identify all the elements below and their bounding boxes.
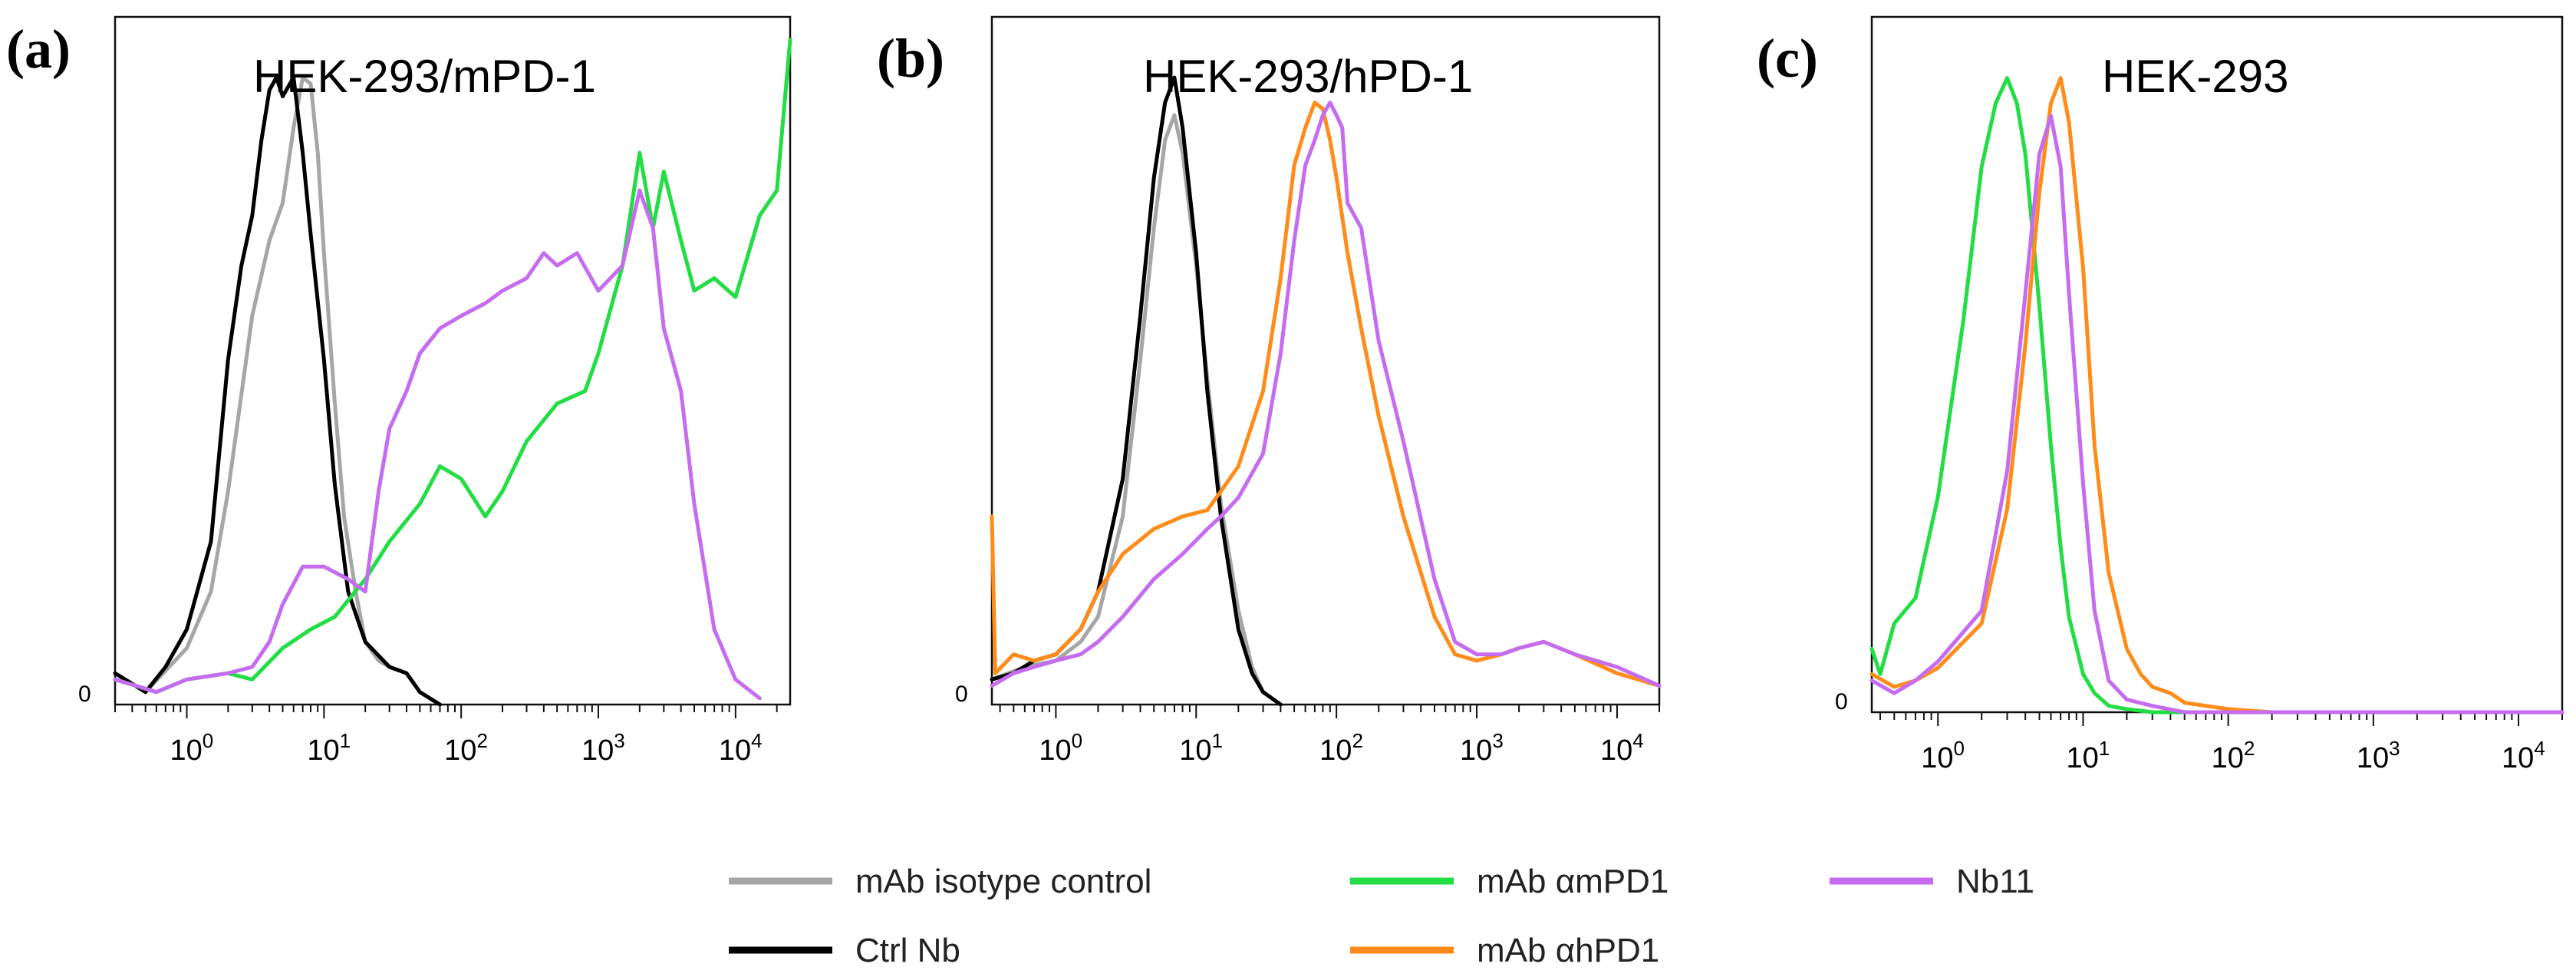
legend-item-ctrl-nb: Ctrl Nb [729,932,960,969]
x-tick-label: 102 [1319,729,1363,767]
x-tick-label: 100 [170,729,214,767]
x-tick-label: 103 [581,729,625,767]
series-nb11 [1869,114,2564,715]
panel-letter: (b) [877,28,944,89]
series-nb11 [990,101,1662,688]
series-mab-ahpd1 [1869,76,2564,715]
series-nb11 [113,188,762,701]
x-tick-label: 103 [1460,729,1504,767]
y-zero-label: 0 [1835,689,1848,715]
x-tick-label: 101 [307,729,351,767]
x-tick-label: 102 [444,729,488,767]
legend: mAb isotype control Ctrl Nb mAb αmPD1 mAb α… [729,863,2034,969]
panel-c: 100 101 102 103 104 0 (c) HEK-293 [1757,15,2564,774]
series-mab-ahpd1 [990,101,1662,688]
legend-item-mab-ahpd1: mAb αhPD1 [1350,932,1659,969]
panel-a: 100 101 102 103 104 0 (a) HEK-293/mPD-1 [6,15,792,767]
panel-letter: (c) [1757,28,1818,89]
plot-frame [990,15,1661,706]
series-ctrl-nb [113,75,442,707]
panel-title: HEK-293/hPD-1 [1143,51,1473,102]
x-tick-label: 104 [2502,737,2545,774]
y-zero-label: 0 [78,682,91,707]
legend-label: mAb αhPD1 [1477,932,1659,969]
series-mab-ampd1 [113,38,792,695]
legend-label: Nb11 [1956,863,2034,900]
plot-frame [1870,15,2564,714]
x-tick-label: 100 [1039,729,1082,767]
series-mab-ampd1 [1869,76,2564,715]
panel-letter: (a) [6,18,71,80]
legend-item-nb11: Nb11 [1830,863,2034,900]
x-tick-label: 101 [2066,737,2110,774]
x-tick-label: 103 [2357,737,2400,774]
plot-frame [114,15,792,706]
panel-title: HEK-293 [2102,51,2288,102]
legend-item-mab-isotype: mAb isotype control [729,863,1151,900]
x-tick-label: 104 [1600,729,1644,767]
legend-item-mab-ampd1: mAb αmPD1 [1350,863,1668,900]
x-tick-label: 101 [1179,729,1223,767]
panel-b: 100 101 102 103 104 0 (b) HEK-293/hPD-1 [877,15,1662,767]
legend-label: mAb isotype control [855,863,1151,900]
legend-label: mAb αmPD1 [1477,863,1668,900]
panel-title: HEK-293/mPD-1 [253,51,596,102]
x-tick-label: 102 [2212,737,2255,774]
x-tick-label: 104 [719,729,763,767]
series-mab-isotype [113,75,442,707]
y-zero-label: 0 [955,682,968,707]
legend-label: Ctrl Nb [855,932,960,969]
x-tick-label: 100 [1921,737,1965,774]
series-mab-isotype [990,113,1283,707]
